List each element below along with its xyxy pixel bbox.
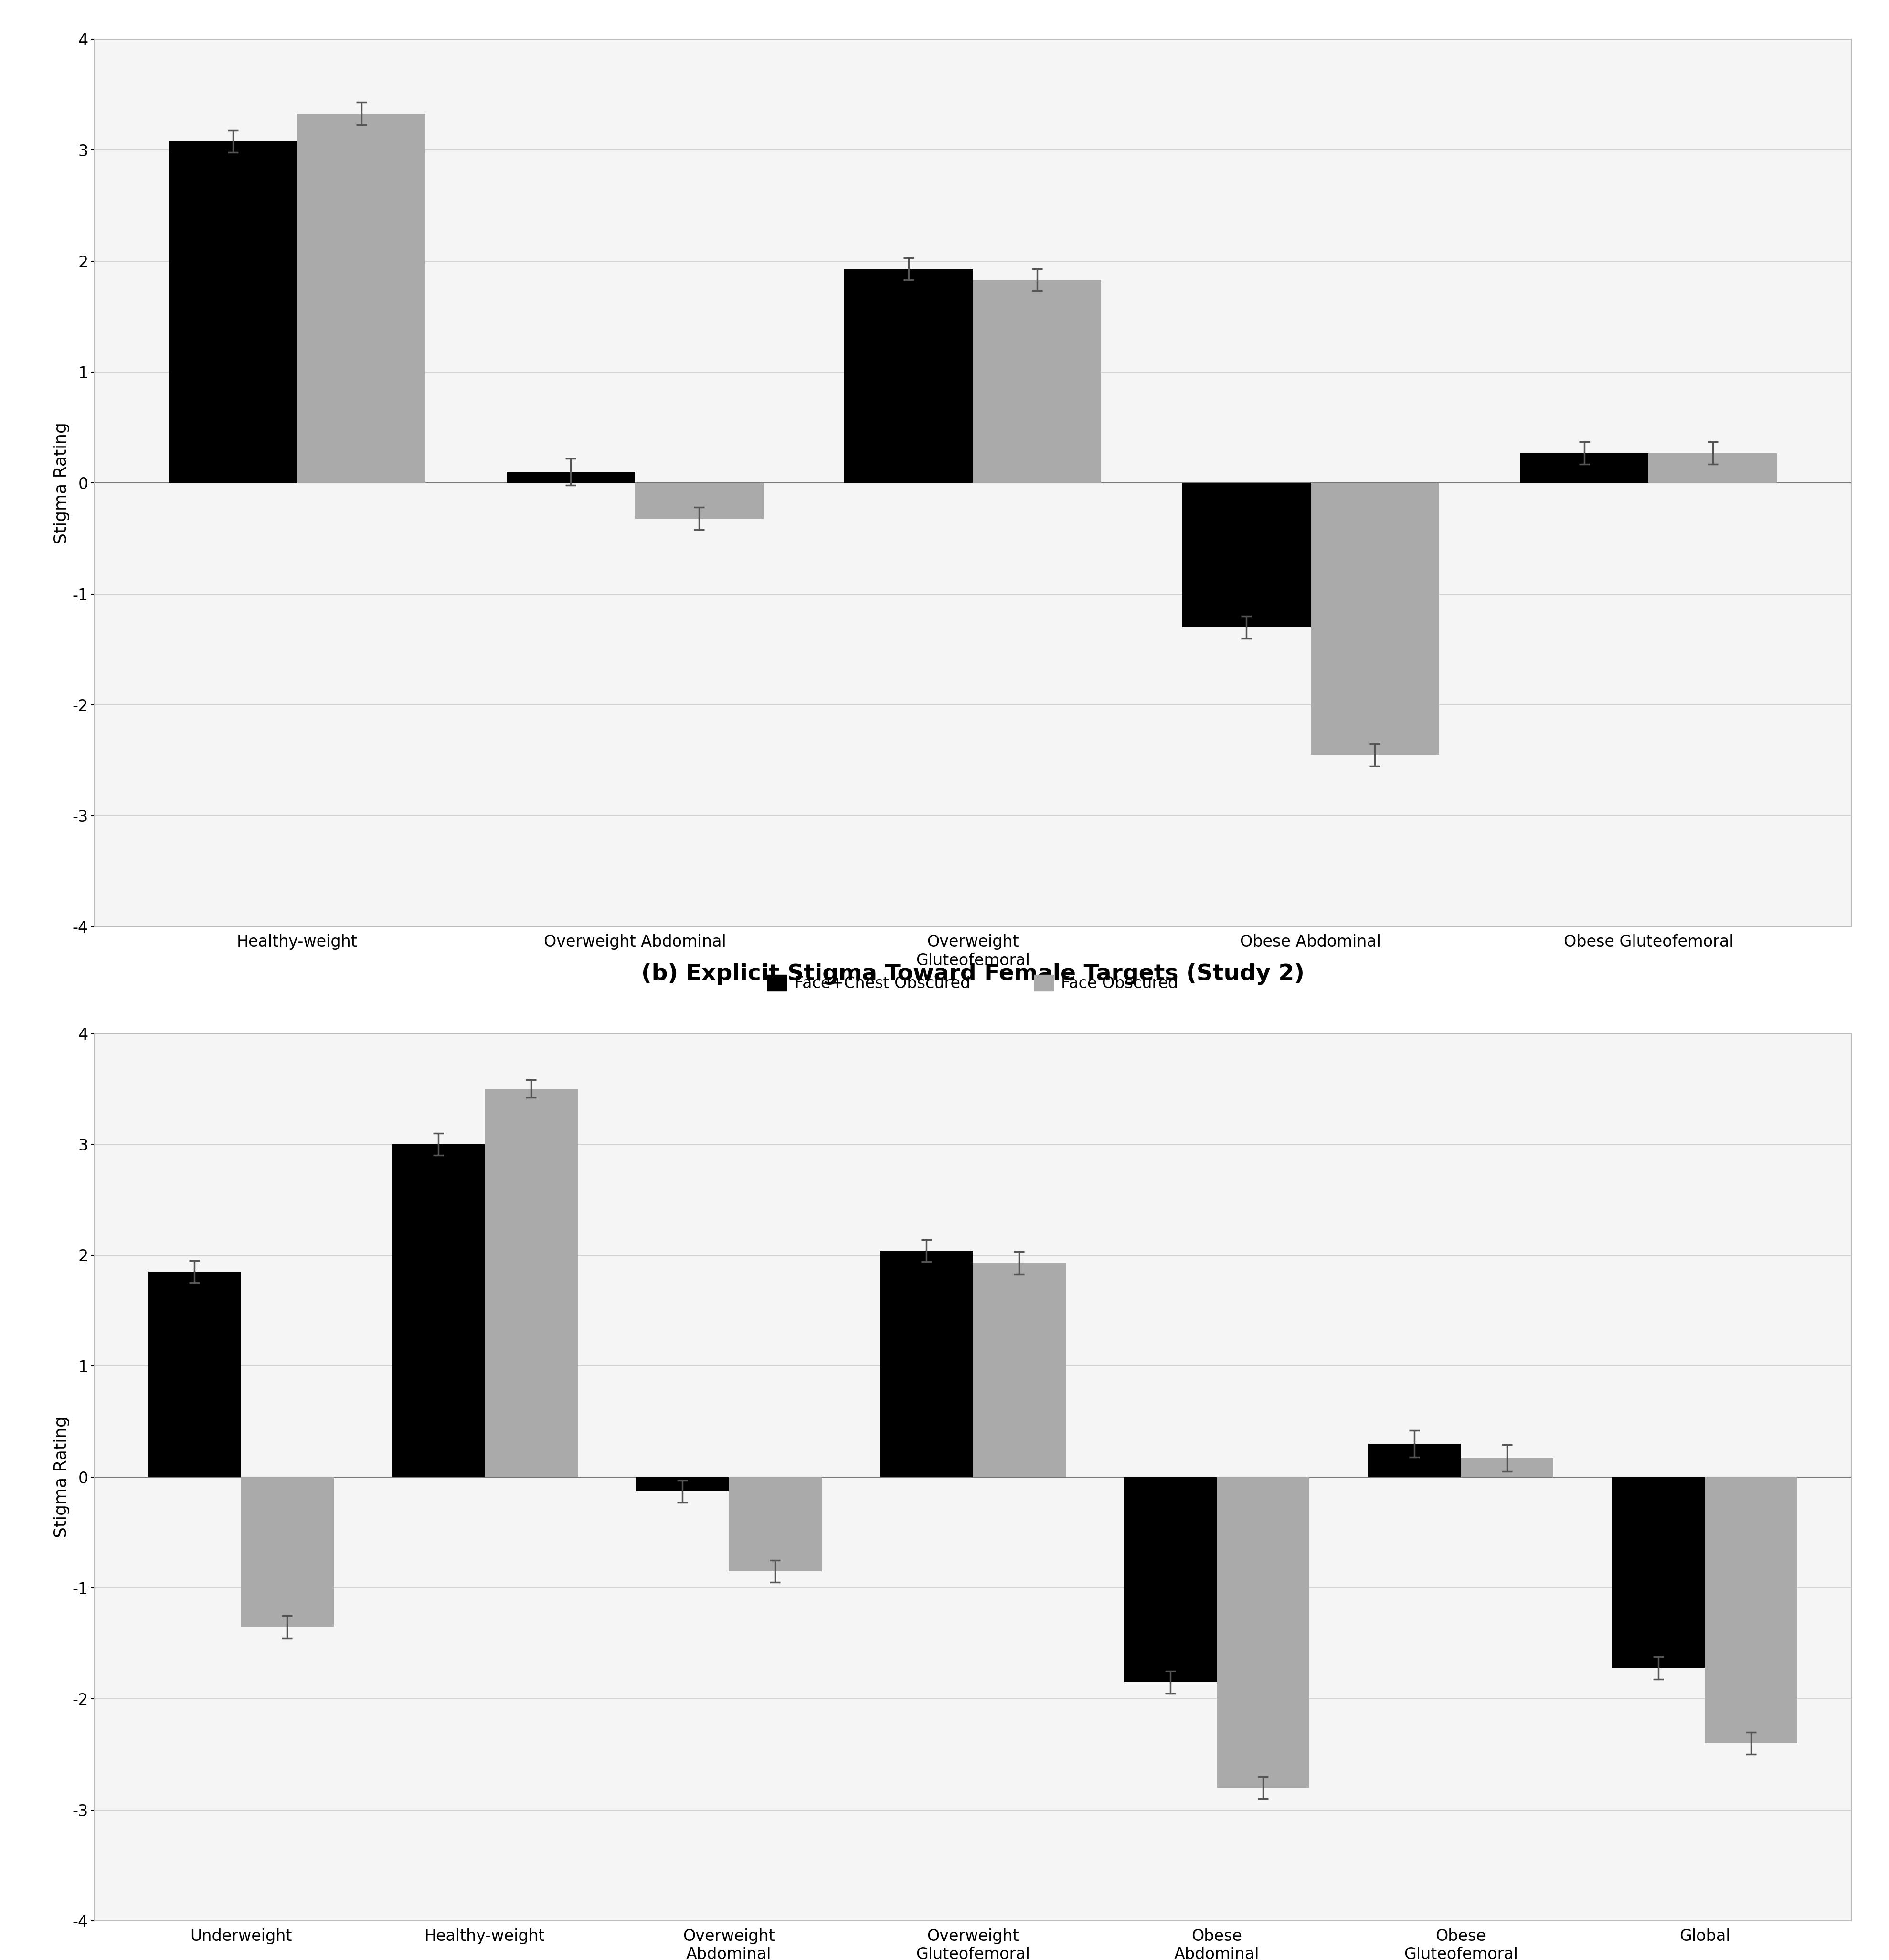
Bar — [147, 1272, 242, 1478]
Bar — [844, 269, 973, 482]
Bar — [1311, 482, 1439, 755]
Bar — [973, 280, 1101, 482]
Bar — [637, 1478, 729, 1492]
Bar — [1124, 1478, 1217, 1682]
Bar — [1611, 1478, 1704, 1668]
Bar — [485, 1088, 578, 1478]
Bar — [1706, 1478, 1798, 1742]
Legend: Face+Chest Obscured, Face Obscured: Face+Chest Obscured, Face Obscured — [767, 974, 1179, 992]
Bar — [1649, 453, 1778, 482]
Bar — [635, 482, 763, 519]
Bar — [1521, 453, 1649, 482]
Bar — [242, 1478, 334, 1627]
Bar — [506, 472, 635, 482]
Y-axis label: Stigma Rating: Stigma Rating — [53, 421, 70, 543]
Bar — [1217, 1478, 1309, 1788]
Bar — [973, 1262, 1065, 1478]
Bar — [1183, 482, 1311, 627]
Bar — [880, 1250, 973, 1478]
Bar — [297, 114, 425, 482]
Title: (b) Explicit Stigma Toward Female Targets (Study 2): (b) Explicit Stigma Toward Female Target… — [640, 964, 1305, 986]
Bar — [1368, 1445, 1460, 1478]
Bar — [729, 1478, 822, 1572]
Bar — [393, 1145, 485, 1478]
Bar — [1460, 1458, 1553, 1478]
Y-axis label: Stigma Rating: Stigma Rating — [53, 1417, 70, 1539]
Bar — [168, 141, 297, 482]
